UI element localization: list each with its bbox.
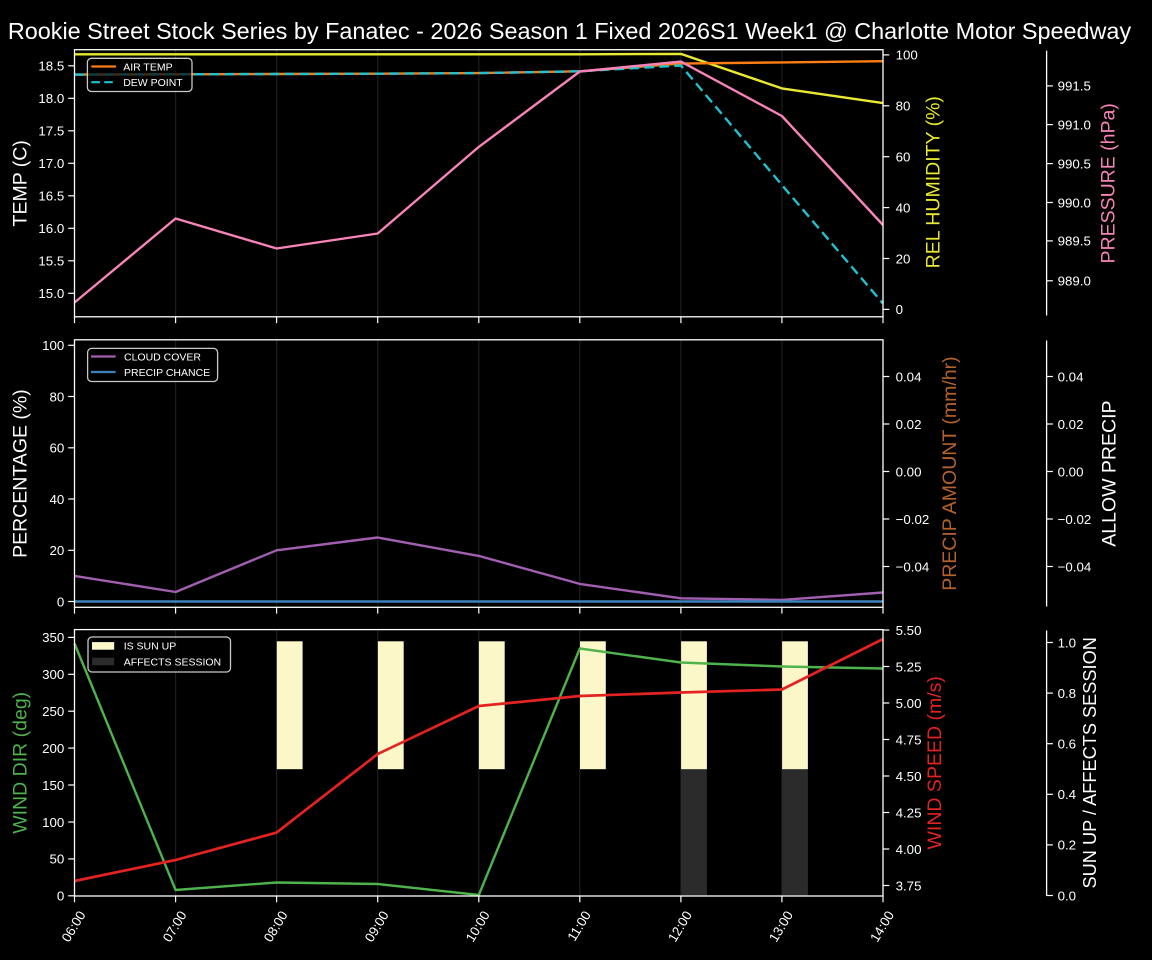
svg-text:PRESSURE (hPa): PRESSURE (hPa)	[1098, 103, 1120, 263]
svg-text:17.5: 17.5	[38, 124, 64, 139]
svg-text:−0.02: −0.02	[896, 512, 930, 527]
svg-text:16.0: 16.0	[38, 221, 64, 236]
svg-text:AIR TEMP: AIR TEMP	[123, 61, 172, 73]
svg-text:15.5: 15.5	[38, 254, 64, 269]
svg-text:3.75: 3.75	[896, 878, 922, 893]
svg-text:IS SUN UP: IS SUN UP	[124, 641, 177, 653]
svg-text:16.5: 16.5	[38, 189, 64, 204]
svg-text:0.2: 0.2	[1058, 838, 1077, 853]
svg-text:0.02: 0.02	[1058, 417, 1084, 432]
svg-text:Rookie Street Stock Series by: Rookie Street Stock Series by Fanatec - …	[8, 18, 1132, 44]
svg-text:0.4: 0.4	[1058, 787, 1077, 802]
svg-text:50: 50	[50, 852, 65, 867]
svg-text:17.0: 17.0	[38, 156, 64, 171]
svg-text:0: 0	[896, 302, 903, 317]
svg-text:0.6: 0.6	[1058, 737, 1077, 752]
svg-text:18.5: 18.5	[38, 59, 64, 74]
svg-text:991.0: 991.0	[1058, 117, 1091, 132]
svg-text:80: 80	[896, 99, 911, 114]
svg-text:1.0: 1.0	[1058, 635, 1077, 650]
svg-text:0.8: 0.8	[1058, 686, 1077, 701]
svg-text:PRECIP AMOUNT (mm/hr): PRECIP AMOUNT (mm/hr)	[939, 356, 961, 590]
svg-text:60: 60	[896, 150, 911, 165]
svg-text:0.04: 0.04	[896, 369, 922, 384]
svg-text:WIND SPEED (m/s): WIND SPEED (m/s)	[924, 676, 946, 849]
svg-text:15.0: 15.0	[38, 286, 64, 301]
svg-text:REL HUMIDITY (%): REL HUMIDITY (%)	[922, 96, 944, 268]
svg-text:0: 0	[57, 594, 64, 609]
svg-text:40: 40	[896, 200, 911, 215]
svg-text:AFFECTS SESSION: AFFECTS SESSION	[124, 656, 221, 668]
svg-text:20: 20	[896, 251, 911, 266]
svg-text:ALLOW PRECIP: ALLOW PRECIP	[1099, 400, 1121, 546]
svg-text:PERCENTAGE (%): PERCENTAGE (%)	[9, 389, 31, 558]
svg-text:990.0: 990.0	[1058, 195, 1091, 210]
svg-text:5.50: 5.50	[896, 623, 922, 638]
svg-text:20: 20	[50, 543, 65, 558]
svg-text:−0.04: −0.04	[1058, 559, 1092, 574]
svg-text:200: 200	[42, 741, 64, 756]
svg-text:250: 250	[42, 704, 64, 719]
svg-text:−0.02: −0.02	[1058, 512, 1092, 527]
svg-text:4.50: 4.50	[896, 769, 922, 784]
svg-text:990.5: 990.5	[1058, 156, 1091, 171]
svg-text:0.02: 0.02	[896, 417, 922, 432]
svg-text:40: 40	[50, 492, 65, 507]
svg-text:4.25: 4.25	[896, 805, 922, 820]
svg-text:0.04: 0.04	[1058, 369, 1084, 384]
svg-text:350: 350	[42, 630, 64, 645]
svg-text:150: 150	[42, 778, 64, 793]
svg-text:991.5: 991.5	[1058, 79, 1091, 94]
svg-text:100: 100	[42, 815, 64, 830]
svg-text:100: 100	[896, 48, 918, 63]
svg-text:300: 300	[42, 667, 64, 682]
svg-text:0: 0	[57, 889, 64, 904]
svg-text:−0.04: −0.04	[896, 559, 930, 574]
svg-text:4.00: 4.00	[896, 842, 922, 857]
svg-text:DEW POINT: DEW POINT	[123, 77, 183, 89]
svg-text:80: 80	[50, 389, 65, 404]
svg-text:989.5: 989.5	[1058, 234, 1091, 249]
svg-text:989.0: 989.0	[1058, 274, 1091, 289]
svg-text:SUN UP / AFFECTS SESSION: SUN UP / AFFECTS SESSION	[1080, 637, 1100, 888]
svg-text:WIND DIR (deg): WIND DIR (deg)	[9, 692, 31, 834]
svg-text:60: 60	[50, 441, 65, 456]
svg-text:5.00: 5.00	[896, 696, 922, 711]
svg-text:0.00: 0.00	[1058, 464, 1084, 479]
svg-text:5.25: 5.25	[896, 659, 922, 674]
svg-text:TEMP (C): TEMP (C)	[9, 140, 31, 226]
svg-text:CLOUD COVER: CLOUD COVER	[124, 351, 201, 363]
svg-text:0.00: 0.00	[896, 464, 922, 479]
svg-text:100: 100	[42, 338, 64, 353]
svg-text:18.0: 18.0	[38, 91, 64, 106]
svg-text:PRECIP CHANCE: PRECIP CHANCE	[124, 367, 210, 379]
svg-text:4.75: 4.75	[896, 732, 922, 747]
svg-text:0.0: 0.0	[1058, 888, 1077, 903]
